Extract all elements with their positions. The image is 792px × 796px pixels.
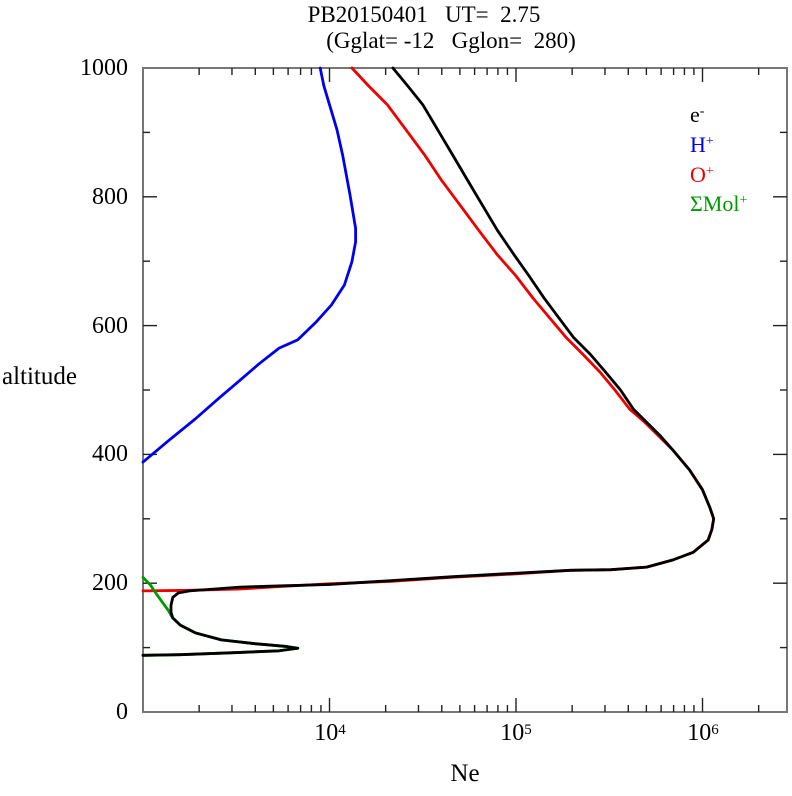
legend-item-o-plus: O+ xyxy=(690,162,714,187)
y-tick-label-800: 800 xyxy=(92,184,128,210)
x-tick-label-1e6: 106 xyxy=(687,720,719,746)
y-tick-label-0: 0 xyxy=(116,699,128,725)
series-line-o xyxy=(141,66,716,593)
legend-item-mol-plus: ΣMol+ xyxy=(690,191,748,216)
x-tick-label-1e5: 105 xyxy=(500,720,532,746)
x-tick-label-1e4: 104 xyxy=(314,720,346,746)
plot-title-line1: PB20150401 UT= 2.75 xyxy=(307,2,541,27)
series-line-h xyxy=(141,66,358,464)
y-tick-label-1000: 1000 xyxy=(80,55,128,81)
series-line-e xyxy=(141,66,716,657)
y-tick-label-400: 400 xyxy=(92,441,128,467)
y-tick-label-600: 600 xyxy=(92,313,128,339)
x-axis-title: Ne xyxy=(450,760,480,787)
y-axis-title: altitude xyxy=(2,363,77,390)
legend-item-h-plus: H+ xyxy=(690,132,714,157)
plot-title-line2: (Gglat= -12 Gglon= 280) xyxy=(326,28,576,53)
legend-item-electron: e- xyxy=(690,102,705,127)
y-tick-label-200: 200 xyxy=(92,570,128,596)
